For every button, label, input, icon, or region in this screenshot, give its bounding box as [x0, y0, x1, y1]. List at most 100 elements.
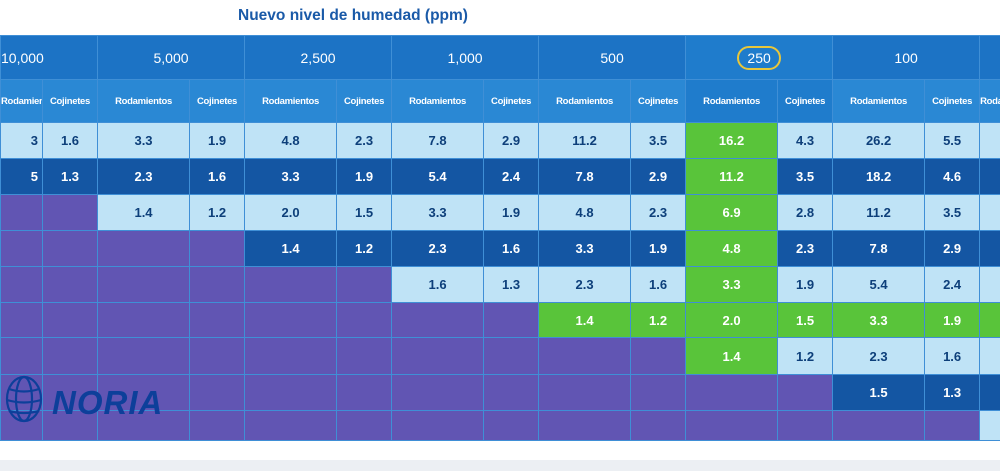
empty-cell: [189, 337, 246, 375]
value-cell: 1.9: [189, 122, 246, 159]
empty-cell: [0, 337, 43, 375]
sub-header-rodamientos: Rodamientos: [244, 79, 338, 123]
empty-cell: [630, 337, 687, 375]
value-cell: 1.2: [189, 194, 246, 231]
value-cell: 1.5: [777, 302, 834, 338]
empty-cell: [483, 337, 540, 375]
value-cell: 2.4: [483, 158, 540, 195]
empty-cell: [244, 302, 338, 338]
empty-cell: [336, 410, 393, 441]
empty-cell: [777, 374, 834, 411]
value-cell: 1.9: [777, 266, 834, 303]
value-cell: 4.8: [685, 230, 779, 267]
column-header-250: 250: [685, 35, 834, 80]
empty-cell: [0, 410, 43, 441]
empty-cell: [685, 374, 779, 411]
empty-cell: [189, 410, 246, 441]
value-cell: 18.2: [832, 158, 926, 195]
empty-cell: [97, 302, 191, 338]
value-cell: 2.3: [630, 194, 687, 231]
value-cell: 6.9: [685, 194, 779, 231]
value-cell: 3.3: [391, 194, 485, 231]
value-cell: 1.3: [924, 374, 981, 411]
table-row: [0, 410, 1000, 441]
sub-header-rodamientos: Rodamientos: [391, 79, 485, 123]
table-row: 1.4 1.2 2.0 1.5 3.3 1.9: [0, 302, 1000, 338]
value-cell: 3.3: [685, 266, 779, 303]
value-cell: 5: [0, 158, 43, 195]
chart-title: Nuevo nivel de humedad (ppm): [238, 7, 468, 24]
empty-cell: [41, 374, 99, 411]
table-row: 5 1.3 2.3 1.6 3.3 1.9 5.4 2.4 7.8 2.9 11.2 3.5 18.2 4…: [0, 158, 1000, 195]
value-cell: 3.5: [630, 122, 687, 159]
value-cell: 1.9: [336, 158, 393, 195]
table-row: 1.4 1.2 2.3 1.6 3.3 1.9 4.8 2.3 7.8 2.9: [0, 230, 1000, 267]
column-header-100: 100: [832, 35, 981, 80]
value-cell: 26.2: [832, 122, 926, 159]
empty-cell: [630, 410, 687, 441]
value-cell: 1.4: [97, 194, 191, 231]
value-cell: 4.8: [538, 194, 632, 231]
empty-cell: [630, 374, 687, 411]
value-cell: 3: [0, 122, 43, 159]
value-cell: 1.5: [832, 374, 926, 411]
value-cell: 7.8: [391, 122, 485, 159]
empty-cell: [685, 410, 779, 441]
value-cell: 7.8: [832, 230, 926, 267]
empty-cell: [41, 230, 99, 267]
clipped-cell: [979, 158, 1000, 195]
empty-cell: [0, 194, 43, 231]
value-cell: 2.8: [777, 194, 834, 231]
value-cell: 2.3: [832, 337, 926, 375]
value-cell: 1.3: [483, 266, 540, 303]
empty-cell: [97, 337, 191, 375]
empty-cell: [538, 410, 632, 441]
empty-cell: [97, 230, 191, 267]
empty-cell: [189, 266, 246, 303]
empty-cell: [41, 410, 99, 441]
sub-header-rodamientos: Rodamientos: [97, 79, 191, 123]
empty-cell: [391, 337, 485, 375]
value-cell: 1.4: [244, 230, 338, 267]
sub-header-rodamientos: Rodamientos: [538, 79, 632, 123]
value-cell: 1.4: [685, 337, 779, 375]
empty-cell: [41, 302, 99, 338]
empty-cell: [0, 230, 43, 267]
empty-cell: [97, 266, 191, 303]
empty-cell: [832, 410, 926, 441]
noria-wheel-icon: [5, 375, 43, 423]
clipped-cell: [979, 122, 1000, 159]
sub-header-cojinetes: Cojinetes: [41, 79, 99, 123]
value-cell: 11.2: [832, 194, 926, 231]
empty-cell: [244, 266, 338, 303]
value-cell: 2.4: [924, 266, 981, 303]
column-header-500: 500: [538, 35, 687, 80]
empty-cell: [41, 266, 99, 303]
empty-cell: [189, 302, 246, 338]
value-cell: 3.5: [924, 194, 981, 231]
value-cell: 2.3: [391, 230, 485, 267]
empty-cell: [244, 337, 338, 375]
bottom-strip: [0, 460, 1000, 471]
empty-cell: [538, 374, 632, 411]
sub-header-cojinetes: Cojinetes: [189, 79, 246, 123]
table-row: 1.4 1.2 2.0 1.5 3.3 1.9 4.8 2.3 6.9 2.8 11.2 3.5: [0, 194, 1000, 231]
humidity-table: 10,0005,0002,5001,000500250100Rodamiento…: [0, 35, 1000, 460]
empty-cell: [244, 410, 338, 441]
value-cell: 3.3: [538, 230, 632, 267]
value-cell: 16.2: [685, 122, 779, 159]
empty-cell: [391, 374, 485, 411]
value-cell: 1.9: [924, 302, 981, 338]
clipped-cell: [979, 410, 1000, 441]
value-cell: 2.9: [924, 230, 981, 267]
value-cell: 1.2: [336, 230, 393, 267]
value-cell: 1.2: [630, 302, 687, 338]
empty-cell: [336, 266, 393, 303]
column-header-1000: 1,000: [391, 35, 540, 80]
empty-cell: [0, 302, 43, 338]
value-cell: 1.6: [391, 266, 485, 303]
empty-cell: [391, 302, 485, 338]
table-row: 3 1.6 3.3 1.9 4.8 2.3 7.8 2.9 11.2 3.5 16.2 4.3 26.2…: [0, 122, 1000, 159]
clipped-cell: [979, 374, 1000, 411]
empty-cell: [483, 410, 540, 441]
